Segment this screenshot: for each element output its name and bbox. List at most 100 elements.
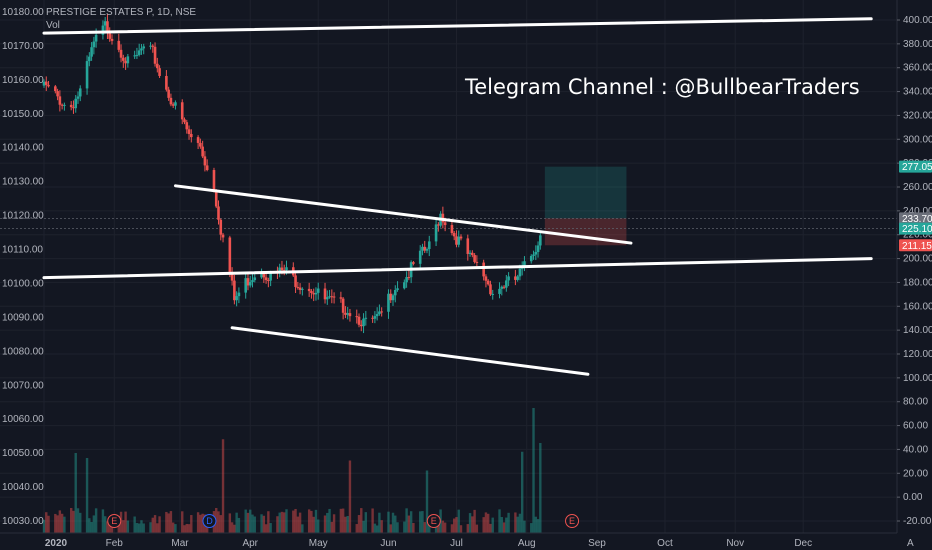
price-tag: 211.15: [899, 239, 932, 252]
volume-bar: [423, 522, 426, 533]
volume-bar: [126, 520, 130, 533]
volume-bar: [137, 523, 141, 533]
volume-bar: [251, 514, 254, 533]
candle-body: [425, 249, 429, 251]
trendline[interactable]: [173, 184, 633, 245]
event-circle[interactable]: [565, 514, 580, 528]
candle-body: [355, 316, 359, 318]
volume-label: Vol: [46, 20, 60, 31]
volume-bar: [425, 470, 429, 533]
volume-bar: [409, 511, 413, 533]
right-axis-tick-label: 140.00: [903, 325, 932, 336]
volume-bar: [387, 511, 390, 533]
event-marker[interactable]: E: [107, 514, 122, 528]
x-axis-tick-label: Feb: [106, 538, 124, 549]
candle-body: [171, 104, 175, 106]
candle-body: [183, 119, 186, 123]
volume-bar: [341, 508, 345, 533]
candle-body: [54, 86, 57, 92]
candle-body: [500, 286, 504, 289]
right-axis-tick-label: 160.00: [903, 301, 932, 312]
right-axis-tick-label: 240.00: [903, 206, 932, 217]
volume-bar: [74, 453, 77, 533]
left-axis-tick-label: 10130.00: [2, 177, 44, 188]
settings-icon[interactable]: A: [907, 538, 914, 549]
volume-bar: [453, 518, 456, 533]
volume-bar: [455, 517, 458, 533]
candle-body: [403, 282, 406, 289]
watermark-text: Telegram Channel : @BullbearTraders: [464, 75, 860, 99]
candle-body: [325, 297, 329, 300]
candle-body: [122, 57, 125, 61]
x-axis-tick-label: Jul: [450, 538, 463, 549]
volume-bar: [149, 522, 152, 533]
candle-body: [375, 314, 379, 317]
volume-bar: [63, 516, 66, 533]
right-axis-tick-label: -20.00: [903, 516, 932, 527]
volume-bar: [428, 521, 431, 533]
price-tag-label: 233.70: [902, 214, 932, 225]
candle-body: [72, 107, 75, 109]
volume-bar: [536, 519, 540, 533]
left-axis-tick-label: 10160.00: [2, 75, 44, 86]
candle-body: [389, 293, 393, 301]
volume-bar: [502, 522, 506, 533]
right-axis[interactable]: 400.00380.00360.00340.00320.00300.00280.…: [897, 15, 932, 527]
trendline[interactable]: [42, 257, 873, 280]
volume-bar: [498, 509, 501, 533]
volume-bar: [278, 512, 281, 533]
volume-bar: [471, 516, 474, 533]
candle-body: [167, 89, 170, 98]
candle-body: [126, 56, 130, 64]
x-axis[interactable]: 2020 Feb Mar Apr May Jun Jul Aug Sep Oct Nov Dec: [45, 538, 812, 549]
left-axis-tick-label: 10170.00: [2, 41, 44, 52]
volume-bar: [346, 515, 349, 533]
left-axis-tick-label: 10180.00: [2, 7, 44, 18]
volume-bar: [187, 524, 191, 533]
volume-bar: [262, 515, 266, 533]
event-marker[interactable]: E: [426, 514, 441, 528]
candle-body: [412, 262, 415, 264]
event-marker[interactable]: E: [565, 514, 580, 528]
volume-bar: [475, 524, 479, 533]
candle-body: [76, 96, 80, 99]
event-circle[interactable]: [426, 514, 441, 528]
trendlines[interactable]: [42, 17, 873, 376]
candle-body: [246, 278, 250, 286]
right-axis-tick-label: 200.00: [903, 254, 932, 265]
candle-body: [85, 61, 89, 89]
volume-bar: [233, 524, 236, 533]
candle-body: [212, 170, 216, 191]
volume-bar: [394, 515, 397, 533]
candle-body: [133, 55, 136, 57]
right-axis-tick-label: 0.00: [903, 492, 923, 503]
candle-body: [437, 224, 440, 226]
volume-bar: [339, 508, 343, 533]
event-circle[interactable]: [202, 514, 217, 528]
candle-body: [151, 45, 155, 47]
right-axis-tick-label: 80.00: [903, 397, 928, 408]
candle-body: [364, 317, 368, 319]
candle-body: [56, 91, 59, 97]
volume-bar: [196, 512, 200, 533]
price-tag-bg: [899, 222, 932, 235]
candle-body: [185, 122, 189, 130]
candle-body: [196, 137, 200, 143]
volume-bar: [530, 523, 533, 533]
volume-bar: [491, 517, 494, 533]
price-tag-label: 277.05: [902, 162, 932, 173]
x-axis-tick-label: Aug: [518, 538, 536, 549]
candle-body: [205, 165, 209, 171]
volume-bar: [326, 512, 329, 533]
candle-body: [230, 271, 234, 281]
event-marker[interactable]: D: [202, 514, 217, 528]
volume-bar: [355, 524, 358, 533]
trendline[interactable]: [230, 326, 590, 376]
candle-body: [536, 245, 540, 252]
trendline[interactable]: [42, 17, 873, 35]
profit-zone[interactable]: [544, 166, 627, 219]
candle-body: [393, 289, 397, 296]
event-circle[interactable]: [107, 514, 122, 528]
